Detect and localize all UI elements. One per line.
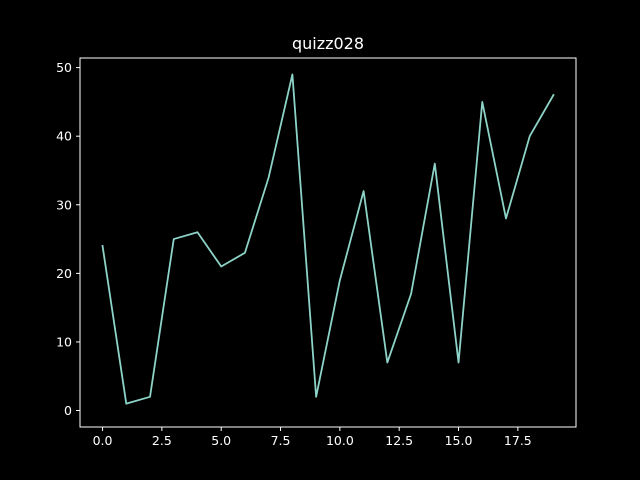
y-tick-label: 0 <box>64 403 72 418</box>
x-tick-label: 0.0 <box>93 433 113 448</box>
plot-area: 0.0 2.5 5.0 7.5 10.0 12.5 15.0 17.5 0 10 20 30 40 50 <box>56 57 577 448</box>
y-tick-label: 10 <box>56 334 72 349</box>
x-tick-label: 17.5 <box>504 433 532 448</box>
chart-title: quizz028 <box>292 34 364 53</box>
y-tick-label: 40 <box>56 129 72 144</box>
x-tick-label: 12.5 <box>385 433 413 448</box>
x-tick-label: 5.0 <box>211 433 231 448</box>
x-tick-label: 15.0 <box>445 433 473 448</box>
x-tick-label: 2.5 <box>152 433 172 448</box>
y-tick-label: 30 <box>56 197 72 212</box>
axes-frame <box>79 57 577 428</box>
x-tick-label: 10.0 <box>326 433 354 448</box>
x-tick-label: 7.5 <box>271 433 291 448</box>
series-line <box>101 73 555 405</box>
y-tick-label: 20 <box>56 266 72 281</box>
y-tick-label: 50 <box>56 60 72 75</box>
